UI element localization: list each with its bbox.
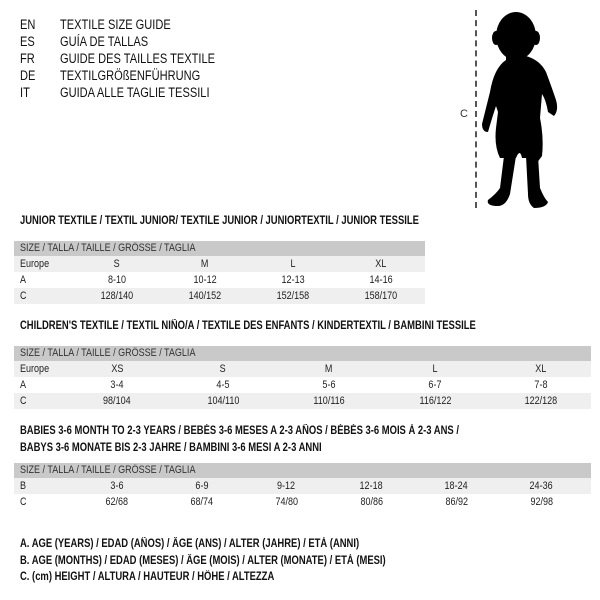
legend-c: C. (cm) HEIGHT / ALTURA / HAUTEUR / HÖHE…: [20, 571, 275, 583]
table-cell: 12-13: [281, 274, 305, 286]
table-row: C 62/68 68/74 74/80 80/86 86/92 92/98: [14, 494, 591, 510]
table-cell: 3-6: [109, 480, 124, 492]
table-row: B 3-6 6-9 9-12 12-18 18-24 24-36: [14, 478, 591, 494]
babies-heading-line2: BABYS 3-6 MONATE BIS 2-3 JAHRE / BAMBINI…: [20, 442, 322, 454]
table-cell: 110/116: [313, 395, 345, 407]
child-silhouette-icon: [482, 12, 558, 208]
table-cell: 6-9: [194, 480, 209, 492]
language-title: GUÍA DE TALLAS: [60, 34, 149, 49]
table-cell: 3-4: [110, 379, 124, 391]
table-row: Europe S M L XL: [14, 256, 425, 272]
height-measure-line: [475, 10, 477, 208]
table-header: SIZE / TALLA / TAILLE / GRÖSSE / TAGLIA: [14, 346, 591, 361]
table-cell: 152/158: [276, 290, 310, 302]
table-row: Europe XS S M L XL: [14, 361, 591, 377]
table-cell: 7-8: [534, 379, 548, 391]
table-cell: 5-6: [322, 379, 336, 391]
table-row: A 3-4 4-5 5-6 6-7 7-8: [14, 377, 591, 393]
table-row: C 98/104 104/110 110/116 116/122 122/128: [14, 393, 591, 409]
row-label: Europe: [20, 258, 50, 270]
table-cell: 8-10: [107, 274, 127, 286]
language-title: GUIDE DES TAILLES TEXTILE: [60, 51, 216, 66]
children-size-table: SIZE / TALLA / TAILLE / GRÖSSE / TAGLIA …: [14, 346, 591, 409]
table-cell: L: [432, 363, 438, 375]
table-cell: XL: [375, 258, 387, 270]
table-cell: 62/68: [105, 496, 128, 508]
junior-size-table: SIZE / TALLA / TAILLE / GRÖSSE / TAGLIA …: [14, 241, 425, 304]
row-label: C: [20, 395, 27, 407]
language-code: DE: [20, 68, 36, 83]
language-title: GUIDA ALLE TAGLIE TESSILI: [60, 85, 210, 100]
table-header: SIZE / TALLA / TAILLE / GRÖSSE / TAGLIA: [14, 463, 591, 478]
table-cell: 6-7: [428, 379, 442, 391]
table-cell: 140/152: [188, 290, 222, 302]
table-row: C 128/140 140/152 152/158 158/170: [14, 288, 425, 304]
table-cell: 116/122: [419, 395, 451, 407]
row-label: C: [20, 290, 27, 302]
legend-a: A. AGE (YEARS) / EDAD (AÑOS) / ÂGE (ANS)…: [20, 538, 360, 550]
table-cell: M: [201, 258, 209, 270]
row-label: A: [20, 379, 27, 391]
legend-b: B. AGE (MONTHS) / EDAD (MESES) / ÂGE (MO…: [20, 555, 386, 567]
table-cell: 92/98: [530, 496, 553, 508]
table-cell: 122/128: [524, 395, 558, 407]
table-cell: 128/140: [100, 290, 134, 302]
table-cell: 74/80: [275, 496, 298, 508]
language-title: TEXTILGRÖßENFÜHRUNG: [60, 68, 201, 83]
junior-heading: JUNIOR TEXTILE / TEXTIL JUNIOR/ TEXTILE …: [20, 215, 419, 227]
table-row: A 8-10 10-12 12-13 14-16: [14, 272, 425, 288]
table-cell: M: [325, 363, 333, 375]
table-cell: S: [113, 258, 121, 270]
table-cell: 68/74: [190, 496, 213, 508]
height-label: C: [460, 108, 468, 120]
babies-size-table: SIZE / TALLA / TAILLE / GRÖSSE / TAGLIA …: [14, 463, 591, 510]
table-cell: XS: [110, 363, 124, 375]
table-cell: 18-24: [444, 480, 469, 492]
row-label: B: [20, 480, 27, 492]
table-cell: 104/110: [207, 395, 239, 407]
babies-heading-line1: BABIES 3-6 MONTH TO 2-3 YEARS / BEBÉS 3-…: [20, 425, 459, 437]
table-cell: 9-12: [277, 480, 296, 492]
row-label: A: [20, 274, 27, 286]
table-cell: 158/170: [364, 290, 398, 302]
table-cell: XL: [535, 363, 547, 375]
table-cell: 80/86: [360, 496, 383, 508]
language-code: EN: [20, 17, 36, 32]
language-title: TEXTILE SIZE GUIDE: [60, 17, 171, 32]
language-code: IT: [20, 85, 30, 100]
table-cell: 14-16: [369, 274, 393, 286]
table-cell: 24-36: [529, 480, 554, 492]
children-heading: CHILDREN'S TEXTILE / TEXTIL NIÑO/A / TEX…: [20, 320, 476, 332]
language-code: ES: [20, 34, 35, 49]
table-cell: 4-5: [216, 379, 230, 391]
table-cell: 12-18: [359, 480, 384, 492]
table-cell: S: [219, 363, 227, 375]
language-code: FR: [20, 51, 35, 66]
table-header: SIZE / TALLA / TAILLE / GRÖSSE / TAGLIA: [14, 241, 425, 256]
table-cell: L: [290, 258, 296, 270]
row-label: Europe: [20, 363, 50, 375]
table-cell: 98/104: [103, 395, 131, 407]
table-cell: 10-12: [193, 274, 217, 286]
row-label: C: [20, 496, 27, 508]
table-cell: 86/92: [445, 496, 468, 508]
